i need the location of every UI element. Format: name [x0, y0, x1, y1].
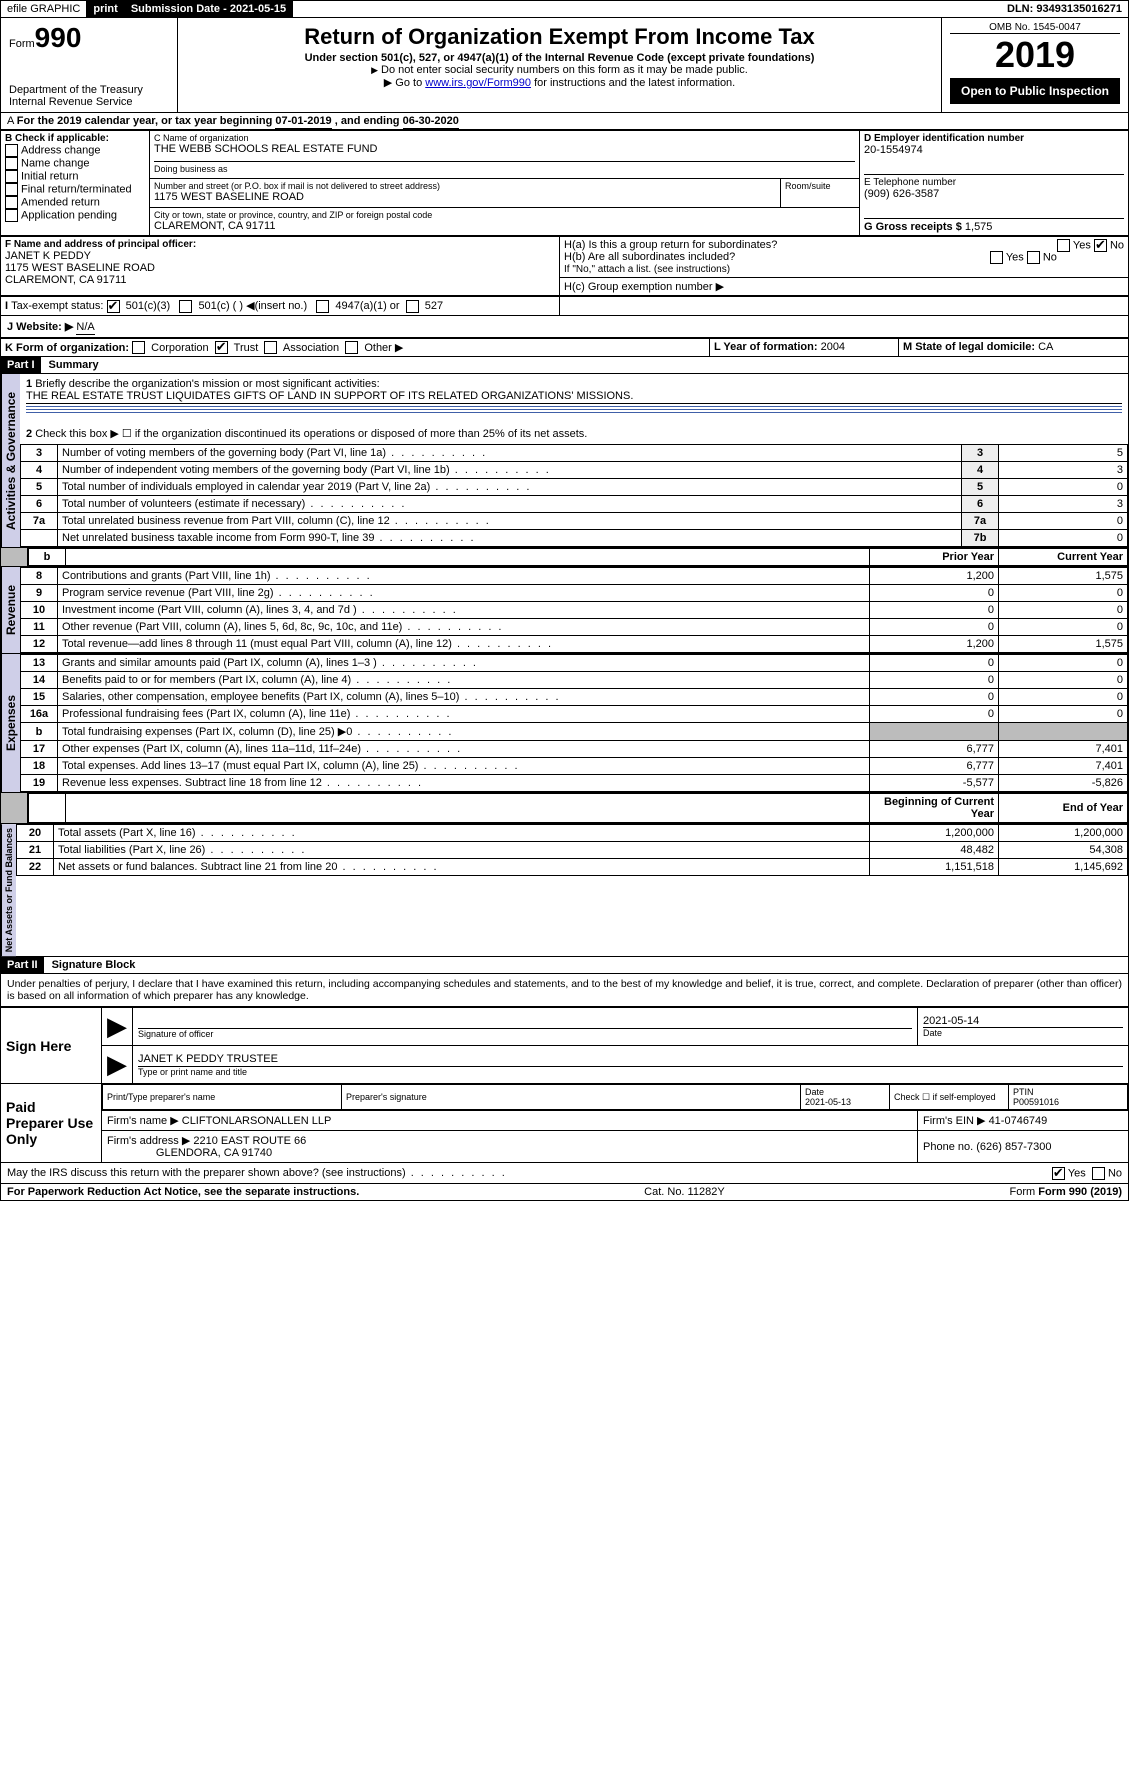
- sign-here-label: Sign Here: [1, 1008, 102, 1084]
- expenses-table: 13Grants and similar amounts paid (Part …: [20, 654, 1128, 792]
- governance-table: 3Number of voting members of the governi…: [20, 444, 1128, 547]
- vlabel-expenses: Expenses: [1, 654, 20, 792]
- officer-printed-name: JANET K PEDDY TRUSTEE: [138, 1053, 1123, 1067]
- box-j-label: J Website: ▶: [7, 321, 73, 333]
- dept-label: Department of the Treasury Internal Reve…: [9, 84, 169, 108]
- hb-note: If "No," attach a list. (see instruction…: [564, 264, 730, 275]
- check-final-return[interactable]: [5, 183, 18, 196]
- firm-addr2: GLENDORA, CA 91740: [156, 1147, 272, 1159]
- line1-label: Briefly describe the organization's miss…: [35, 378, 379, 390]
- city-label: City or town, state or province, country…: [154, 210, 855, 220]
- check-app-pending[interactable]: [5, 209, 18, 222]
- submission-date: Submission Date - 2021-05-15: [125, 1, 293, 17]
- hc-label: H(c) Group exemption number ▶: [560, 278, 1129, 296]
- org-name: THE WEBB SCHOOLS REAL ESTATE FUND: [154, 143, 855, 155]
- mission-text: THE REAL ESTATE TRUST LIQUIDATES GIFTS O…: [26, 390, 1122, 404]
- form-title: Return of Organization Exempt From Incom…: [186, 24, 933, 50]
- dln-label: DLN: 93493135016271: [1001, 1, 1128, 17]
- discuss-label: May the IRS discuss this return with the…: [7, 1167, 507, 1179]
- state-domicile: CA: [1038, 341, 1053, 353]
- ha-no-check[interactable]: [1094, 239, 1107, 252]
- form-label: Form: [9, 38, 35, 50]
- period-label: For the 2019 calendar year, or tax year …: [17, 115, 276, 127]
- hb-label: H(b) Are all subordinates included?: [564, 251, 735, 263]
- part1-label: Part I: [1, 357, 41, 373]
- prep-date: 2021-05-13: [805, 1097, 851, 1107]
- check-amended[interactable]: [5, 196, 18, 209]
- box-b-label: B Check if applicable:: [5, 133, 145, 144]
- instructions-link[interactable]: www.irs.gov/Form990: [425, 77, 531, 89]
- part2-title: Signature Block: [44, 957, 144, 973]
- form-subtitle: Under section 501(c), 527, or 4947(a)(1)…: [186, 52, 933, 64]
- gross-receipts: 1,575: [965, 221, 993, 233]
- omb-number: OMB No. 1545-0047: [950, 22, 1120, 34]
- entity-block: B Check if applicable: Address change Na…: [0, 130, 1129, 236]
- firm-phone: (626) 857-7300: [976, 1141, 1051, 1153]
- box-c-label: C Name of organization: [154, 133, 855, 143]
- open-public-badge: Open to Public Inspection: [950, 78, 1120, 104]
- sig-date: 2021-05-14: [923, 1015, 1123, 1028]
- firm-addr1: 2210 EAST ROUTE 66: [193, 1135, 306, 1147]
- net-assets-table: 20Total assets (Part X, line 16)1,200,00…: [16, 824, 1128, 876]
- officer-addr1: 1175 WEST BASELINE ROAD: [5, 262, 555, 274]
- form-header: Form990 Department of the Treasury Inter…: [0, 18, 1129, 113]
- part1-title: Summary: [41, 357, 107, 373]
- vlabel-net-assets: Net Assets or Fund Balances: [1, 824, 16, 956]
- check-name-change[interactable]: [5, 157, 18, 170]
- firm-name: CLIFTONLARSONALLEN LLP: [182, 1115, 332, 1127]
- street-address: 1175 WEST BASELINE ROAD: [154, 191, 776, 203]
- footer-form: Form 990 (2019): [1038, 1186, 1122, 1198]
- signature-block: Sign Here ▶ Signature of officer 2021-05…: [0, 1007, 1129, 1163]
- box-f-label: F Name and address of principal officer:: [5, 239, 555, 250]
- begin-year-header: Beginning of Current Year: [870, 794, 999, 823]
- box-g-label: G Gross receipts $: [864, 221, 962, 233]
- room-label: Room/suite: [781, 179, 860, 207]
- line2-text: Check this box ▶ ☐ if the organization d…: [35, 428, 587, 440]
- revenue-table: 8Contributions and grants (Part VIII, li…: [20, 567, 1128, 653]
- self-employed-check: Check ☐ if self-employed: [890, 1085, 1009, 1110]
- box-d-label: D Employer identification number: [864, 133, 1124, 144]
- form-number: 990: [35, 22, 82, 53]
- efile-label: efile GRAPHIC: [1, 1, 87, 17]
- current-year-header: Current Year: [999, 549, 1128, 566]
- pra-notice: For Paperwork Reduction Act Notice, see …: [7, 1186, 359, 1198]
- cat-number: Cat. No. 11282Y: [644, 1186, 725, 1198]
- year-formation: 2004: [821, 341, 845, 353]
- vlabel-governance: Activities & Governance: [1, 374, 20, 547]
- check-address-change[interactable]: [5, 144, 18, 157]
- firm-ein: 41-0746749: [989, 1115, 1048, 1127]
- paid-preparer-label: Paid Preparer Use Only: [1, 1084, 102, 1163]
- vlabel-revenue: Revenue: [1, 567, 20, 653]
- check-initial-return[interactable]: [5, 170, 18, 183]
- city-state-zip: CLAREMONT, CA 91711: [154, 220, 855, 232]
- end-year-header: End of Year: [999, 794, 1128, 823]
- top-bar: efile GRAPHIC print Submission Date - 20…: [0, 0, 1129, 18]
- officer-addr2: CLAREMONT, CA 91711: [5, 274, 555, 286]
- addr-label: Number and street (or P.O. box if mail i…: [154, 181, 776, 191]
- check-501c3[interactable]: [107, 300, 120, 313]
- part2-label: Part II: [1, 957, 44, 973]
- perjury-statement: Under penalties of perjury, I declare th…: [0, 974, 1129, 1007]
- print-button[interactable]: print: [87, 1, 124, 17]
- prior-year-header: Prior Year: [870, 549, 999, 566]
- officer-group-block: F Name and address of principal officer:…: [0, 236, 1129, 296]
- period-begin: 07-01-2019: [275, 115, 331, 129]
- note-ssn: Do not enter social security numbers on …: [186, 64, 933, 76]
- ptin: P00591016: [1013, 1097, 1059, 1107]
- website: N/A: [76, 321, 94, 335]
- phone: (909) 626-3587: [864, 188, 1124, 200]
- check-trust[interactable]: [215, 341, 228, 354]
- box-k-label: K Form of organization:: [5, 342, 129, 354]
- dba-label: Doing business as: [154, 161, 855, 174]
- period-end: 06-30-2020: [403, 115, 459, 129]
- tax-year: 2019: [950, 34, 1120, 76]
- tax-exempt-label: Tax-exempt status:: [11, 300, 103, 312]
- sig-officer-label: Signature of officer: [138, 1029, 912, 1039]
- ha-label: H(a) Is this a group return for subordin…: [564, 239, 777, 251]
- discuss-yes-check[interactable]: [1052, 1167, 1065, 1180]
- box-e-label: E Telephone number: [864, 174, 1124, 188]
- ein: 20-1554974: [864, 144, 1124, 156]
- officer-name: JANET K PEDDY: [5, 250, 555, 262]
